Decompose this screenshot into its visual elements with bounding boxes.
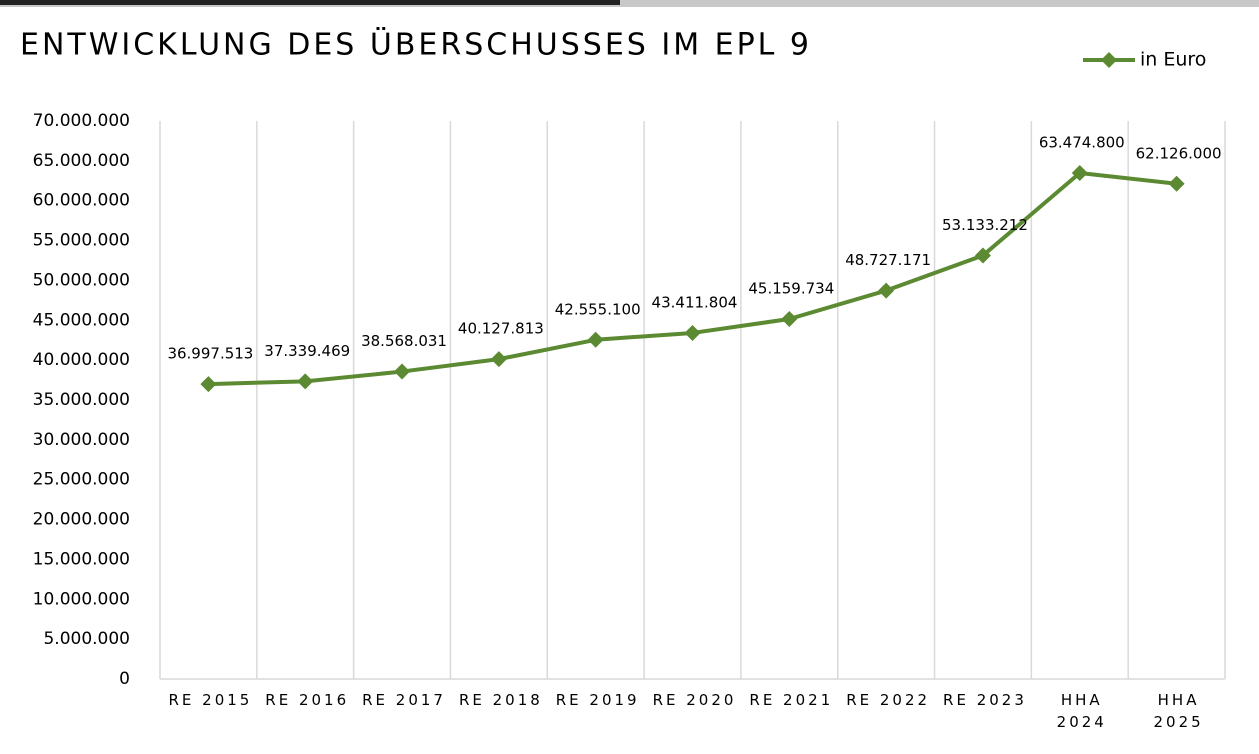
x-tick-label: HHA 2025: [1153, 691, 1204, 731]
x-tick-label: RE 2016: [265, 691, 350, 709]
marker: [297, 373, 314, 390]
x-tick-label: RE 2022: [846, 691, 931, 709]
marker: [490, 351, 507, 368]
data-label: 48.727.171: [845, 251, 931, 269]
x-tick-label: RE 2023: [943, 691, 1027, 709]
data-label: 45.159.734: [748, 280, 834, 298]
y-tick-label: 5.000.000: [43, 629, 130, 649]
data-label: 38.568.031: [361, 332, 447, 350]
marker: [200, 376, 217, 393]
legend-marker: [1101, 52, 1117, 68]
legend-label: in Euro: [1140, 49, 1206, 71]
x-tick-label: RE 2017: [362, 691, 446, 709]
data-label: 40.127.813: [458, 320, 544, 338]
marker: [684, 324, 701, 341]
x-tick-label: RE 2015: [168, 691, 253, 709]
chart-title: ENTWICKLUNG DES ÜBERSCHUSSES IM EPL 9: [20, 27, 812, 63]
y-tick-label: 65.000.000: [33, 151, 130, 171]
y-tick-label: 70.000.000: [33, 111, 130, 131]
y-tick-label: 60.000.000: [33, 191, 130, 211]
y-tick-label: 25.000.000: [33, 470, 130, 490]
y-tick-label: 45.000.000: [33, 310, 130, 330]
data-label: 43.411.804: [652, 293, 738, 311]
top-cut-text: [0, 0, 620, 5]
y-tick-label: 15.000.000: [33, 549, 130, 569]
y-tick-label: 50.000.000: [33, 270, 130, 290]
data-label: 37.339.469: [264, 342, 350, 360]
y-tick-label: 35.000.000: [33, 390, 130, 410]
x-tick-label: RE 2019: [555, 691, 640, 709]
marker: [1168, 175, 1185, 192]
data-label: 53.133.212: [942, 216, 1028, 234]
data-label: 36.997.513: [167, 345, 253, 363]
x-tick-label: RE 2021: [749, 691, 834, 709]
marker: [781, 311, 798, 328]
marker: [974, 247, 991, 264]
x-tick-label: RE 2020: [652, 691, 737, 709]
y-tick-label: 40.000.000: [33, 350, 130, 370]
y-tick-label: 20.000.000: [33, 510, 130, 530]
x-tick-label: HHA 2024: [1056, 691, 1107, 731]
y-tick-label: 10.000.000: [33, 589, 130, 609]
data-label: 42.555.100: [555, 300, 641, 318]
marker: [394, 363, 411, 380]
data-label: 63.474.800: [1039, 134, 1125, 152]
marker: [878, 282, 895, 299]
x-tick-label: RE 2018: [458, 691, 543, 709]
marker: [587, 331, 604, 348]
marker: [1071, 165, 1088, 182]
y-tick-label: 55.000.000: [33, 231, 130, 251]
y-tick-label: 0: [119, 669, 130, 689]
y-tick-label: 30.000.000: [33, 430, 130, 450]
data-label: 62.126.000: [1136, 144, 1222, 162]
top-bar: [0, 0, 1259, 7]
